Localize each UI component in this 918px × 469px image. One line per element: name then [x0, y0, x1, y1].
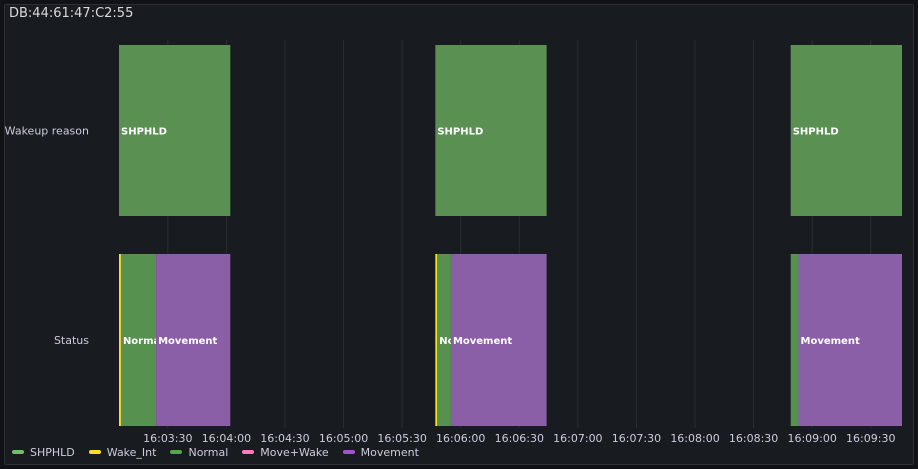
legend-label: Normal: [188, 445, 229, 459]
segment-label: SHPHLD: [437, 127, 483, 138]
x-tick-label: 16:07:00: [553, 432, 602, 445]
legend-item[interactable]: SHPHLD: [12, 446, 75, 459]
x-tick-label: 16:08:00: [670, 432, 719, 445]
row-labels: Wakeup reason Status: [5, 125, 90, 348]
state-segment[interactable]: [790, 254, 799, 426]
legend-label: Movement: [360, 445, 419, 459]
segment-bar[interactable]: [437, 254, 451, 426]
state-segment[interactable]: Movement: [798, 254, 902, 426]
segment-bar[interactable]: [156, 254, 231, 426]
segment-bar[interactable]: [435, 254, 438, 426]
state-segment[interactable]: Norma: [120, 254, 160, 426]
legend-item[interactable]: Normal: [170, 446, 228, 459]
panel-title[interactable]: DB:44:61:47:C2:55: [9, 6, 134, 21]
x-tick-label: 16:07:30: [612, 432, 661, 445]
state-segment[interactable]: Movement: [450, 254, 547, 426]
row-label: Status: [54, 334, 89, 347]
segment-bar[interactable]: [120, 254, 157, 426]
segment-bar[interactable]: [790, 254, 799, 426]
segment-bar[interactable]: [119, 254, 121, 426]
segment-label: No: [439, 336, 454, 347]
state-segment[interactable]: [119, 254, 121, 426]
segment-label: Norma: [123, 336, 160, 347]
legend-label: SHPHLD: [30, 445, 75, 459]
legend-label: Wake_Int: [106, 445, 157, 459]
segment-bar[interactable]: [798, 254, 902, 426]
segment-label: Movement: [453, 336, 512, 347]
legend-swatch: [342, 450, 355, 454]
x-tick-label: 16:05:00: [319, 432, 368, 445]
legend-item[interactable]: Movement: [342, 445, 419, 459]
x-tick-label: 16:03:30: [143, 432, 192, 445]
legend-item[interactable]: Move+Wake: [242, 445, 329, 459]
segment-bar[interactable]: [790, 45, 902, 216]
legend-swatch: [170, 450, 183, 454]
x-tick-label: 16:08:30: [729, 432, 778, 445]
legend-swatch: [88, 450, 101, 454]
segment-bar[interactable]: [435, 45, 547, 216]
state-segment[interactable]: [435, 254, 438, 426]
x-tick-label: 16:09:30: [846, 432, 895, 445]
legend: SHPHLD Wake_Int Normal Move+Wake Movement: [12, 445, 433, 459]
legend-item[interactable]: Wake_Int: [88, 445, 157, 459]
segment-label: Movement: [158, 336, 217, 347]
state-segment[interactable]: SHPHLD: [790, 45, 902, 216]
segment-label: Movement: [801, 336, 860, 347]
segment-bar[interactable]: [450, 254, 547, 426]
state-segment[interactable]: SHPHLD: [119, 45, 231, 216]
segment-bar[interactable]: [119, 45, 231, 216]
legend-swatch: [242, 450, 255, 454]
state-segment[interactable]: SHPHLD: [435, 45, 547, 216]
row-label: Wakeup reason: [5, 125, 89, 138]
x-tick-label: 16:04:00: [202, 432, 251, 445]
x-tick-label: 16:04:30: [260, 432, 309, 445]
legend-label: Move+Wake: [260, 445, 329, 459]
x-tick-label: 16:09:00: [787, 432, 836, 445]
state-segment[interactable]: No: [437, 254, 454, 426]
legend-swatch: [12, 450, 24, 454]
x-tick-label: 16:06:00: [436, 432, 485, 445]
x-tick-label: 16:05:30: [377, 432, 426, 445]
segment-label: SHPHLD: [793, 127, 839, 138]
segment-label: SHPHLD: [121, 127, 167, 138]
state-segment[interactable]: Movement: [156, 254, 231, 426]
x-axis-ticks: 16:03:30 16:04:00 16:04:30 16:05:00 16:05:30…: [143, 432, 895, 445]
x-tick-label: 16:06:30: [495, 432, 544, 445]
